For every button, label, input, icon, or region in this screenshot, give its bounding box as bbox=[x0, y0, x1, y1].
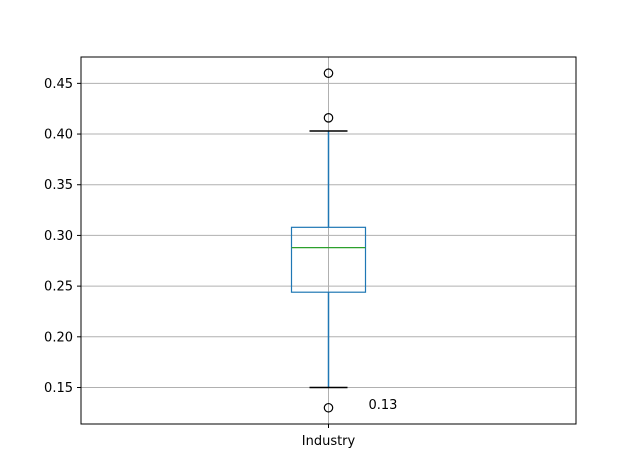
y-tick-label: 0.20 bbox=[44, 330, 73, 345]
y-axis: 0.15 0.20 0.25 0.30 0.35 0.40 0.45 bbox=[44, 77, 81, 396]
y-tick-label: 0.35 bbox=[44, 178, 73, 193]
x-axis: Industry bbox=[302, 424, 356, 449]
outlier-point bbox=[323, 113, 334, 123]
outlier-point bbox=[323, 68, 334, 79]
outlier-point bbox=[323, 402, 334, 413]
y-tick-label: 0.15 bbox=[44, 381, 73, 396]
y-tick-label: 0.40 bbox=[44, 128, 73, 143]
box-group bbox=[290, 68, 367, 413]
x-tick-label: Industry bbox=[302, 434, 356, 449]
y-tick-label: 0.45 bbox=[44, 77, 73, 92]
plot-layer bbox=[290, 68, 367, 413]
box-iqr bbox=[290, 226, 367, 293]
y-tick-label: 0.30 bbox=[44, 229, 73, 244]
y-tick-label: 0.25 bbox=[44, 280, 73, 295]
annotations: 0.13 bbox=[369, 398, 398, 413]
annotation-label: 0.13 bbox=[369, 398, 398, 413]
